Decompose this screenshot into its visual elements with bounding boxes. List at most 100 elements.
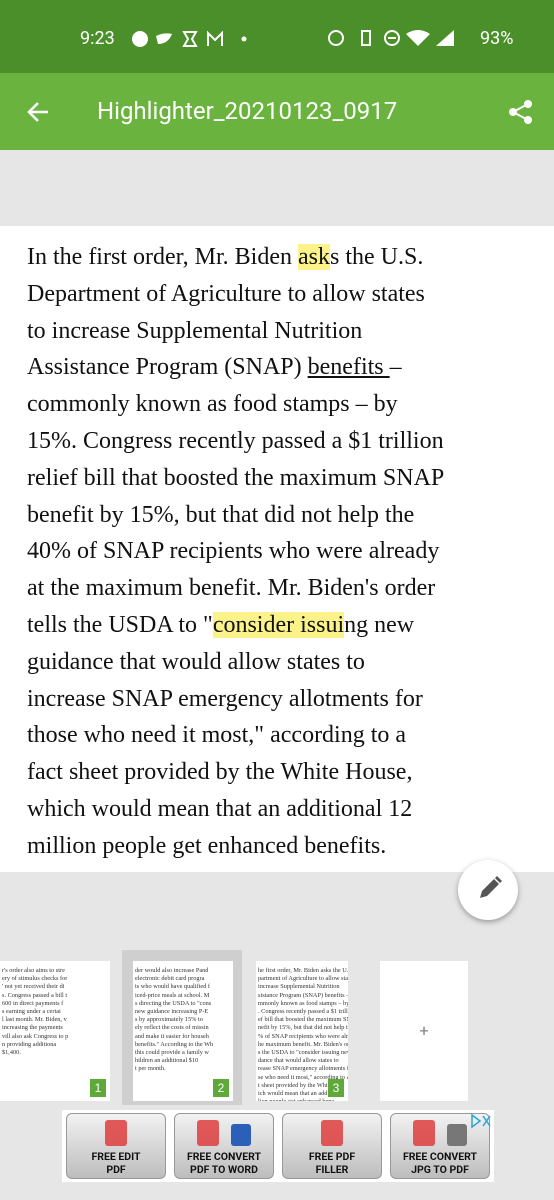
ad-button[interactable]: FREE CONVERT JPG TO PDF [390,1113,490,1179]
thumb-line: t per month. [135,1065,166,1073]
ad-button[interactable]: FREE EDIT PDF [66,1113,166,1179]
text: at the maximum benefit. Mr. Biden's orde… [27,575,436,602]
text-line: Assistance Program (SNAP) benefits – [27,352,402,382]
thumb-line: r's order also aims to stre [2,967,65,974]
text: benefit by 15%, but that did not help th… [27,501,415,528]
thumb-line: n providing additiona [2,1040,57,1048]
text-line: benefit by 15%, but that did not help th… [27,500,414,530]
text: relief bill that boosted the maximum SNA… [27,464,445,491]
thumb-line: hildren an additional $10 [135,1057,199,1065]
text: those who need it most," according to a [27,722,407,749]
thumb-line: new guidance increasing P-E [135,1008,209,1016]
thumb-line: benefits." According to the Wh [135,1040,214,1048]
thumb-line: ef bill that boosted the maximum SN [258,1016,348,1024]
thumb-line: this could provide a family w [135,1049,209,1057]
thumb-line: der would also increase Pand [135,967,209,974]
text: s the U.S. [329,244,424,270]
thumb-line: ery of stimulus checks for [2,975,68,983]
time: 9:23 [80,28,115,49]
app-bar: Highlighter_20210123_0917 [0,73,554,150]
ad-choices[interactable] [470,1113,492,1129]
thumb-line: mmonly known as food stamps – by [258,999,348,1007]
thumb-line: nefit by 15%, but that did not help the [258,1024,348,1032]
text-line: 15%. Congress recently passed a $1 trill… [27,426,444,456]
thumb-line: s by approximately 15% to [135,1016,203,1024]
text: Department of Agriculture to allow state… [27,280,425,307]
highlight: consider issui [212,612,345,638]
text: tells the USDA to " [27,612,213,638]
page-number: 1 [90,1079,106,1097]
thumb-line: ' not yet received their di [2,983,65,991]
thumb-line: ely reflect the costs of missin [135,1024,209,1032]
text-line: guidance that would allow states to [27,647,365,677]
title: Highlighter_20210123_0917 [97,97,398,125]
text: increase SNAP emergency allotments for [27,685,423,712]
text-line: 40% of SNAP recipients who were already [27,536,439,566]
ad-icon [447,1124,467,1146]
text: ng new [344,612,415,638]
page-thumbnail[interactable]: r's order also aims to stre ery of stimul… [0,961,110,1101]
notification-icons [132,30,247,47]
text-line: to increase Supplemental Nutrition [27,316,362,346]
page-thumbnail[interactable]: der would also increase Pand electronic d… [133,961,233,1101]
text-line: fact sheet provided by the White House, [27,757,412,787]
ad-button[interactable]: FREE PDF FILLER [282,1113,382,1179]
edit-button[interactable] [458,860,518,920]
share-button[interactable] [508,99,534,125]
text-line: which would mean that an additional 12 [27,794,412,824]
text-line: increase SNAP emergency allotments for [27,684,423,714]
thumb-line: $1,400. [2,1049,21,1057]
text-line: million people get enhanced benefits. [27,831,386,861]
thumb-line: increase Supplemental Nutrition [258,983,340,991]
text: 40% of SNAP recipients who were already [27,538,440,565]
thumb-line: he first order, Mr. Biden asks the U.S. [258,967,348,974]
thumb-line: vill also ask Congress to p [2,1032,69,1040]
text-line: Department of Agriculture to allow state… [27,279,425,309]
back-button[interactable] [26,100,50,124]
thumb-line: % of SNAP recipients who were alread [258,1032,348,1040]
text: guidance that would allow states to [27,648,365,675]
ad-icon [197,1120,219,1146]
text: Assistance Program (SNAP) [27,354,308,381]
text: 15%. Congress recently passed a $1 trill… [27,428,444,454]
thumb-line: he maximum benefit. Mr. Biden's ord [258,1040,348,1048]
thumb-line: s earning under a certai [2,1008,61,1016]
thumb-line: sistance Program (SNAP) benefits – [258,991,348,999]
thumb-line: s directing the USDA to "cons [135,999,212,1007]
text: – [389,354,402,381]
add-page[interactable]: + [380,961,468,1101]
text: which would mean that an additional 12 [27,796,413,822]
link: benefits [307,354,390,381]
text-line: relief bill that boosted the maximum SNA… [27,463,444,493]
thumb-line: partment of Agriculture to allow state [258,975,348,983]
thumb-line: electronic debit card progra [135,975,205,983]
thumb-line: rease SNAP emergency allotments for [258,1065,348,1073]
thumb-line: ts who would have qualified f [135,983,211,991]
thumb-line: se who need it most," according to a [258,1073,348,1081]
thumb-line: . Congress recently passed a $1 trillio [258,1008,348,1016]
ad-icon [231,1124,251,1146]
highlight: ask [297,244,330,270]
page-thumbnail[interactable]: he first order, Mr. Biden asks the U.S. p… [256,961,348,1101]
ad-icon [413,1120,435,1146]
thumb-line: 600 in direct payments f [2,999,64,1007]
page-number: 3 [328,1079,344,1097]
text: to increase Supplemental Nutrition [27,317,363,344]
thumb-line: iced-price meals at school. M [135,991,210,999]
text: fact sheet provided by the White House, [27,759,413,786]
text-line: In the first order, Mr. Biden asks the U… [27,242,423,272]
thumb-line: l last month. Mr. Biden, v [2,1016,67,1024]
system-icons [328,30,454,46]
document-page: In the first order, Mr. Biden asks the U… [0,226,554,872]
thumb-line: and make it easier for househ [135,1032,209,1040]
ad-button[interactable]: FREE CONVERT PDF TO WORD [174,1113,274,1179]
battery: 93% [480,28,514,49]
ad-icon [321,1120,343,1146]
text-line: those who need it most," according to a [27,720,406,750]
page-number: 2 [213,1079,229,1097]
text-line: commonly known as food stamps – by [27,389,398,419]
ad-icon [105,1120,127,1146]
text: million people get enhanced benefits. [27,832,387,859]
thumb-line: dance that would allow states to [258,1057,339,1065]
